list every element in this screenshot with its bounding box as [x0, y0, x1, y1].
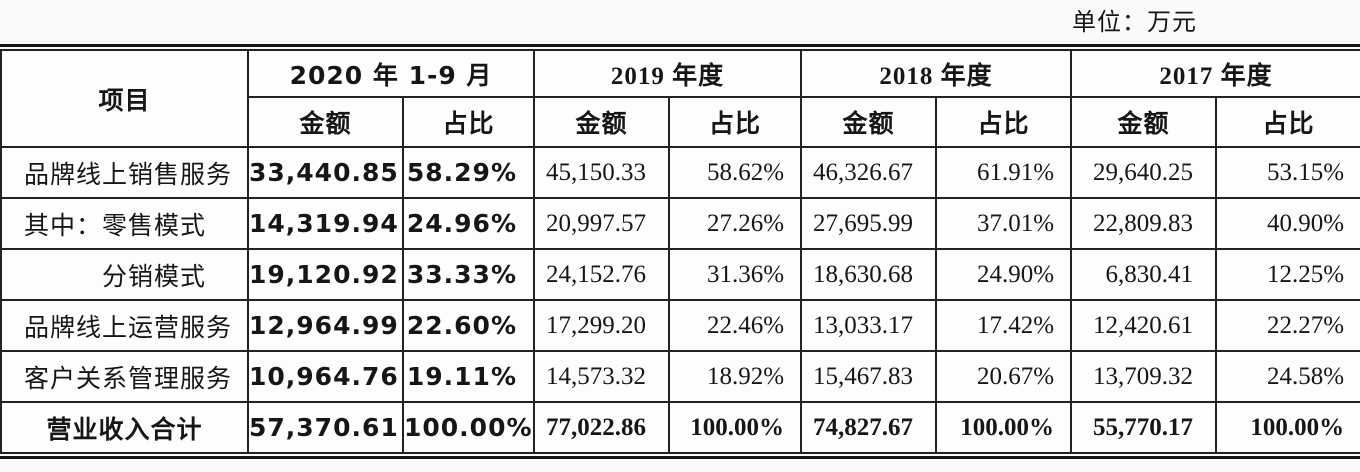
subheader-amount-2020: 金额 — [247, 96, 404, 148]
table-body: 品牌线上销售服务 33,440.85 58.29% 45,150.33 58.62% 46… — [0, 146, 1360, 454]
amount-cell: 20,997.57 — [533, 197, 671, 250]
subheader-amount-2017: 金额 — [1070, 96, 1218, 148]
amount-cell: 24,152.76 — [533, 248, 671, 301]
amount-cell: 27,695.99 — [800, 197, 938, 250]
amount-cell: 14,319.94 — [247, 197, 404, 250]
ratio-cell: 24.96% — [401, 197, 536, 250]
ratio-cell: 17.42% — [935, 299, 1073, 352]
ratio-cell: 27.26% — [668, 197, 803, 250]
table-row: 品牌线上销售服务 33,440.85 58.29% 45,150.33 58.62% 46… — [0, 146, 1360, 199]
amount-cell: 29,640.25 — [1070, 146, 1218, 199]
col-header-item: 项目 — [0, 49, 249, 148]
amount-cell: 46,326.67 — [800, 146, 938, 199]
amount-cell: 6,830.41 — [1070, 248, 1218, 301]
ratio-cell: 22.46% — [668, 299, 803, 352]
amount-cell: 33,440.85 — [247, 146, 404, 199]
table-row: 客户关系管理服务 10,964.76 19.11% 14,573.32 18.92% 15… — [0, 350, 1360, 403]
revenue-breakdown-table: 项目 2020 年 1-9 月 2019 年度 2018 年度 2017 年度 … — [0, 49, 1360, 454]
ratio-cell: 12.25% — [1215, 248, 1360, 301]
amount-cell: 12,964.99 — [247, 299, 404, 352]
col-header-2019: 2019 年度 — [533, 49, 803, 98]
ratio-cell: 18.92% — [668, 350, 803, 403]
amount-cell: 14,573.32 — [533, 350, 671, 403]
col-header-2017: 2017 年度 — [1070, 49, 1360, 98]
subheader-ratio-2019: 占比 — [668, 96, 803, 148]
unit-label: 单位：万元 — [1072, 10, 1197, 36]
ratio-cell: 58.62% — [668, 146, 803, 199]
amount-cell: 10,964.76 — [247, 350, 404, 403]
ratio-cell: 100.00% — [401, 401, 536, 454]
item-label-cell: 客户关系管理服务 — [0, 350, 249, 403]
ratio-cell: 100.00% — [935, 401, 1073, 454]
amount-cell: 74,827.67 — [800, 401, 938, 454]
amount-cell: 13,709.32 — [1070, 350, 1218, 403]
amount-cell: 13,033.17 — [800, 299, 938, 352]
ratio-cell: 22.60% — [401, 299, 536, 352]
table-row: 营业收入合计 57,370.61 100.00% 77,022.86 100.00% 74… — [0, 401, 1360, 454]
ratio-cell: 22.27% — [1215, 299, 1360, 352]
item-label-cell: 分销模式 — [0, 248, 249, 301]
amount-cell: 15,467.83 — [800, 350, 938, 403]
ratio-cell: 31.36% — [668, 248, 803, 301]
col-header-2018: 2018 年度 — [800, 49, 1073, 98]
ratio-cell: 53.15% — [1215, 146, 1360, 199]
ratio-cell: 100.00% — [668, 401, 803, 454]
amount-cell: 18,630.68 — [800, 248, 938, 301]
ratio-cell: 19.11% — [401, 350, 536, 403]
amount-cell: 12,420.61 — [1070, 299, 1218, 352]
table-row: 其中：零售模式 14,319.94 24.96% 20,997.57 27.26% 27,… — [0, 197, 1360, 250]
subheader-ratio-2018: 占比 — [935, 96, 1073, 148]
ratio-cell: 61.91% — [935, 146, 1073, 199]
amount-cell: 17,299.20 — [533, 299, 671, 352]
ratio-cell: 33.33% — [401, 248, 536, 301]
table-row: 分销模式 19,120.92 33.33% 24,152.76 31.36% 18,630… — [0, 248, 1360, 301]
item-label-cell: 其中：零售模式 — [0, 197, 249, 250]
amount-cell: 57,370.61 — [247, 401, 404, 454]
subheader-amount-2019: 金额 — [533, 96, 671, 148]
item-label-cell: 营业收入合计 — [0, 401, 249, 454]
amount-cell: 22,809.83 — [1070, 197, 1218, 250]
amount-cell: 55,770.17 — [1070, 401, 1218, 454]
ratio-cell: 40.90% — [1215, 197, 1360, 250]
item-label-cell: 品牌线上运营服务 — [0, 299, 249, 352]
amount-cell: 77,022.86 — [533, 401, 671, 454]
ratio-cell: 24.58% — [1215, 350, 1360, 403]
ratio-cell: 20.67% — [935, 350, 1073, 403]
amount-cell: 45,150.33 — [533, 146, 671, 199]
subheader-ratio-2017: 占比 — [1215, 96, 1360, 148]
item-label-cell: 品牌线上销售服务 — [0, 146, 249, 199]
ratio-cell: 24.90% — [935, 248, 1073, 301]
subheader-ratio-2020: 占比 — [401, 96, 536, 148]
table-row: 品牌线上运营服务 12,964.99 22.60% 17,299.20 22.46% 13… — [0, 299, 1360, 352]
subheader-amount-2018: 金额 — [800, 96, 938, 148]
amount-cell: 19,120.92 — [247, 248, 404, 301]
revenue-table-frame: 项目 2020 年 1-9 月 2019 年度 2018 年度 2017 年度 … — [0, 44, 1360, 459]
ratio-cell: 37.01% — [935, 197, 1073, 250]
col-header-2020: 2020 年 1-9 月 — [246, 49, 536, 98]
ratio-cell: 58.29% — [401, 146, 536, 199]
ratio-cell: 100.00% — [1215, 401, 1360, 454]
